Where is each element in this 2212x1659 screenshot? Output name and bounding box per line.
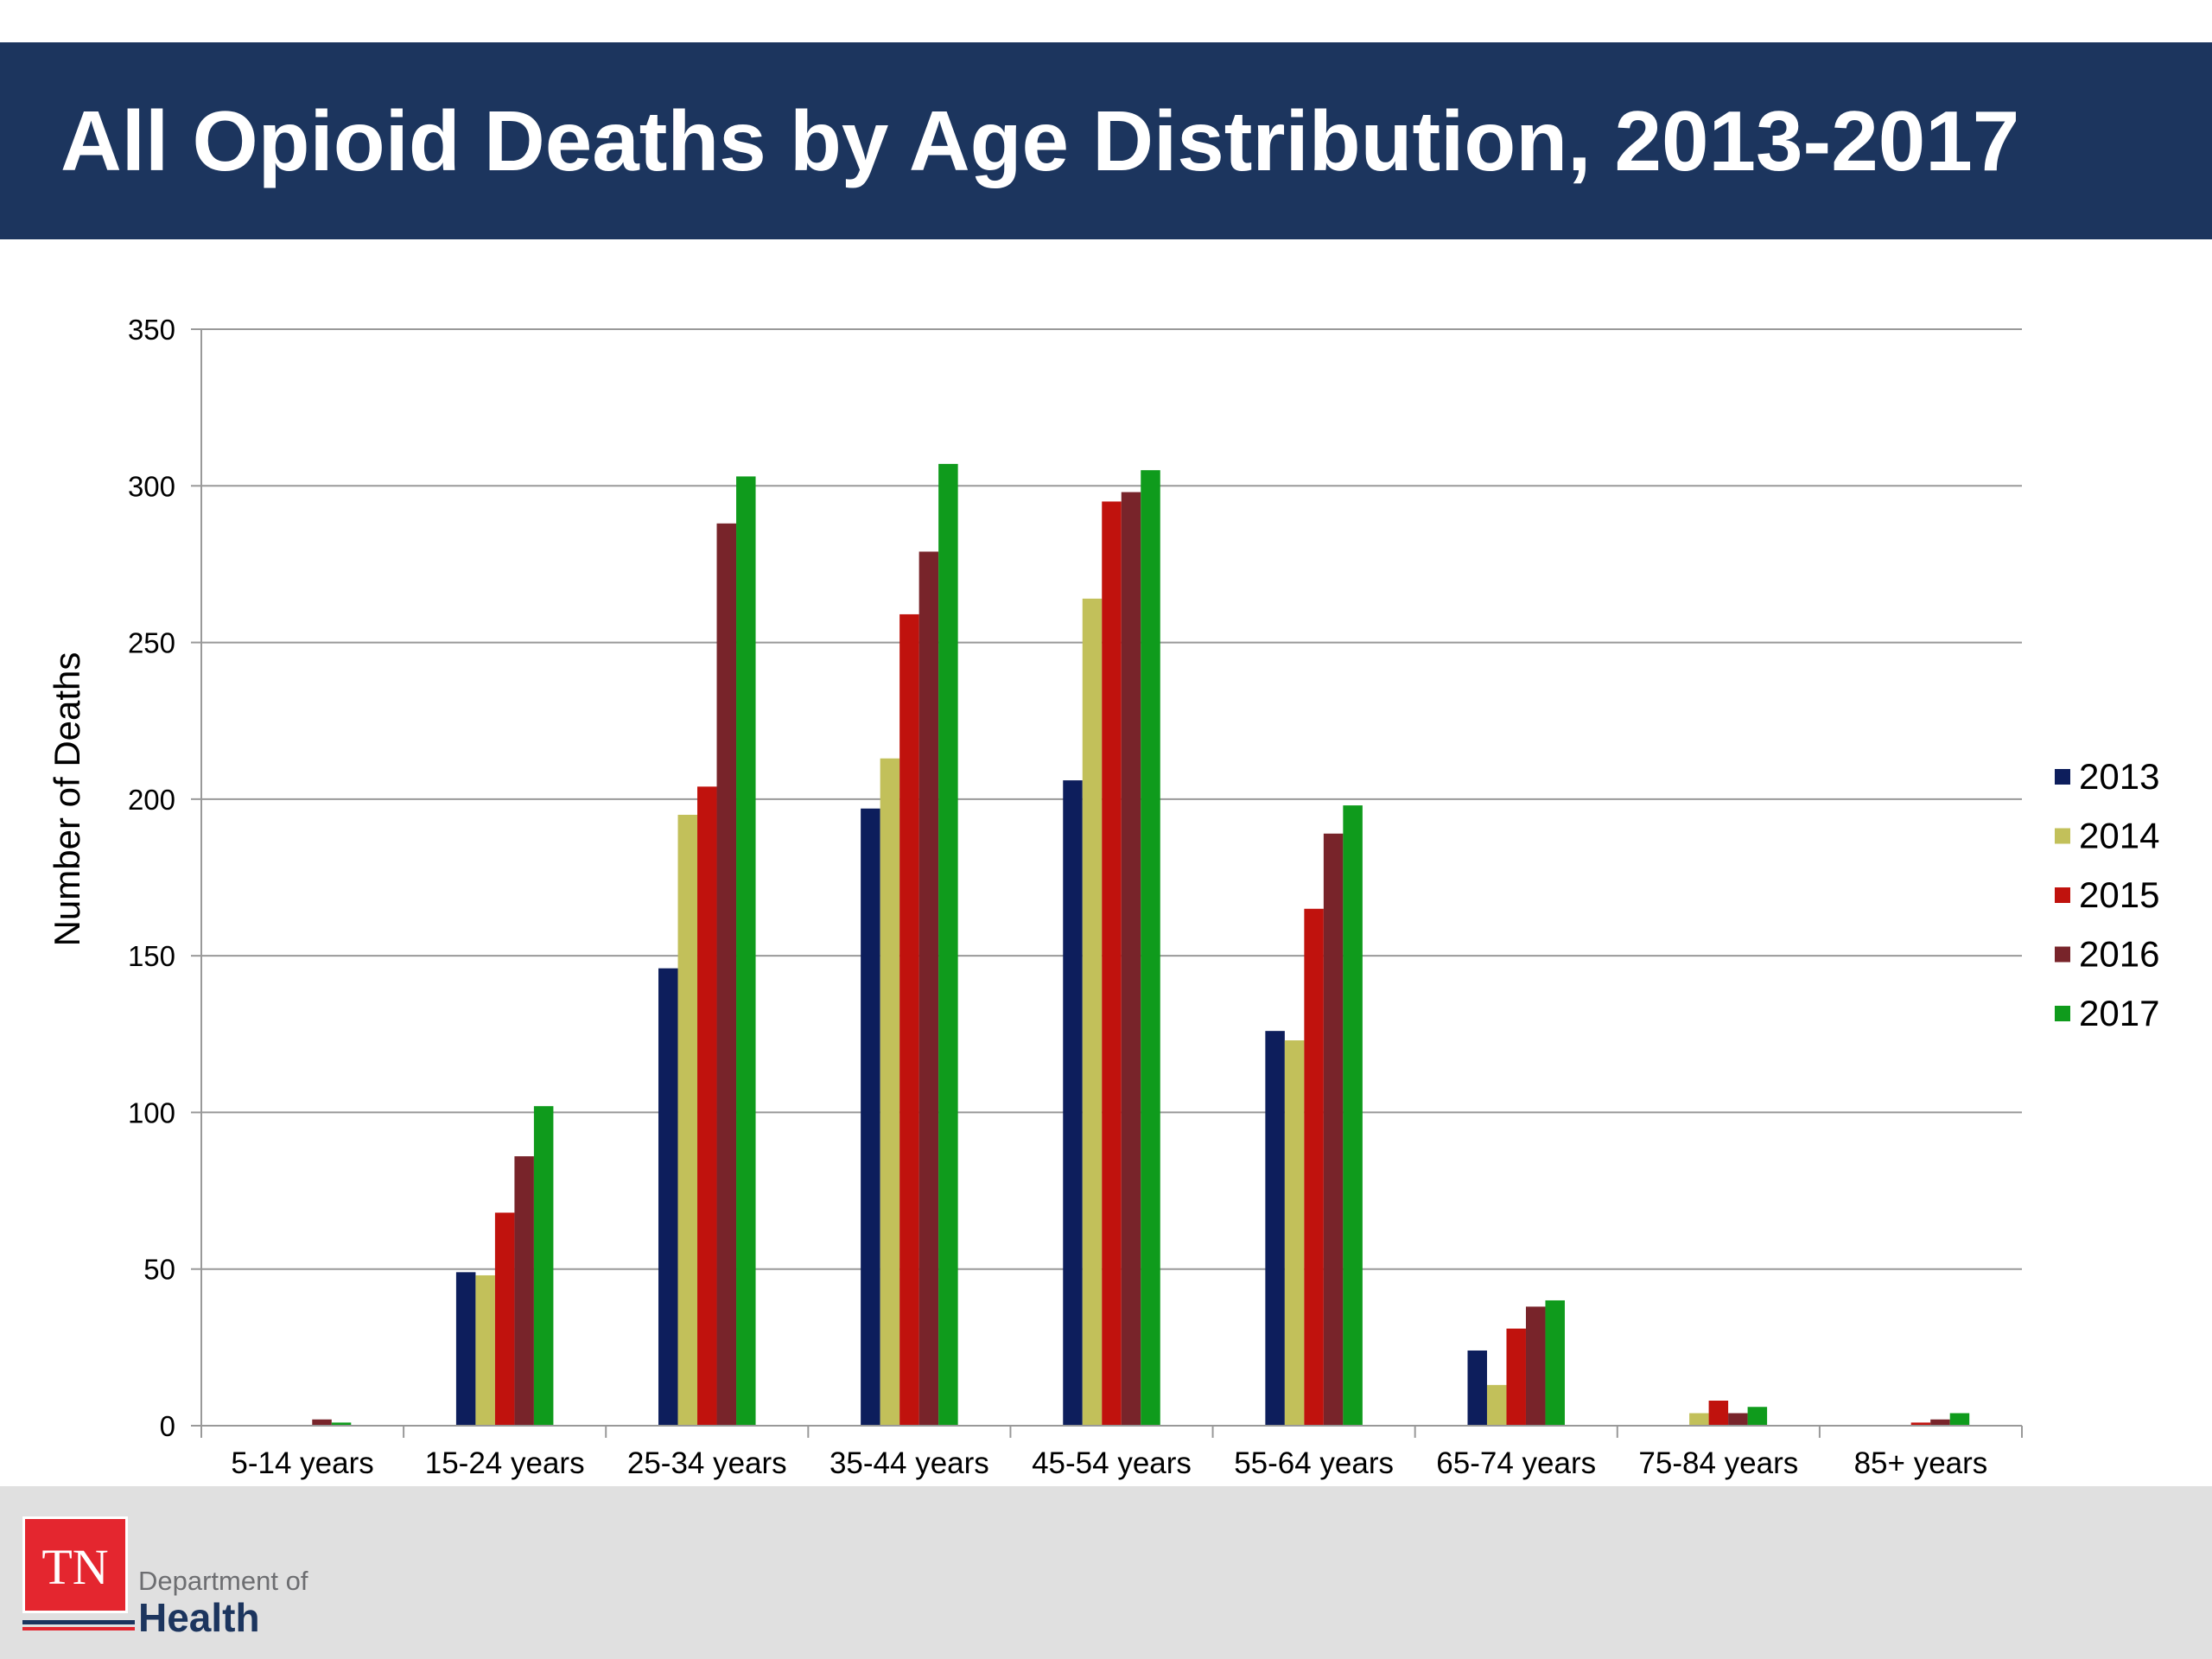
bar-chart: 0 50 100 150 200 250 300 350 5-14 years 15-24 yea…	[47, 314, 2159, 1480]
bar-2015-15-24-years	[494, 1212, 515, 1426]
bar-2017-45-54-years	[1141, 470, 1160, 1426]
y-tick-label: 50	[143, 1254, 175, 1286]
bar-2017-55-64-years	[1343, 805, 1363, 1426]
bar-2016-25-34-years	[716, 523, 737, 1426]
bar-2014-65-74-years	[1486, 1384, 1507, 1426]
bar-2014-55-64-years	[1284, 1040, 1305, 1426]
legend-label: 2015	[2079, 874, 2159, 915]
y-tick-label: 350	[128, 314, 175, 346]
x-tick-label: 15-24 years	[425, 1446, 585, 1480]
x-tick-label: 45-54 years	[1032, 1446, 1192, 1480]
bar-2013-45-54-years	[1063, 780, 1083, 1426]
bar-2013-65-74-years	[1467, 1350, 1487, 1426]
x-tick-label: 65-74 years	[1436, 1446, 1596, 1480]
bar-2016-15-24-years	[514, 1156, 534, 1426]
bar-2014-45-54-years	[1082, 598, 1103, 1426]
title-banner: All Opioid Deaths by Age Distribution, 2…	[0, 42, 2212, 239]
y-axis-label: Number of Deaths	[47, 652, 87, 947]
bar-2015-35-44-years	[899, 613, 919, 1426]
legend-swatch	[2055, 887, 2070, 903]
y-tick-label: 200	[128, 784, 175, 816]
x-tick-label: 55-64 years	[1234, 1446, 1394, 1480]
bar-2016-75-84-years	[1728, 1413, 1748, 1426]
y-tick-label: 150	[128, 940, 175, 972]
bar-2017-85-years	[1949, 1413, 1970, 1426]
bar-2015-55-64-years	[1304, 908, 1324, 1426]
legend-label: 2016	[2079, 934, 2159, 975]
bar-2016-85-years	[1930, 1419, 1950, 1426]
bar-2015-85-years	[1910, 1422, 1931, 1426]
axes: 0 50 100 150 200 250 300 350 5-14 years 15-24 yea…	[128, 314, 2023, 1480]
bar-2014-25-34-years	[677, 814, 698, 1426]
bar-2014-35-44-years	[880, 758, 900, 1426]
bar-2016-55-64-years	[1323, 833, 1344, 1426]
footer-band: TN Department of Health	[0, 1486, 2212, 1659]
bar-2014-15-24-years	[475, 1274, 495, 1426]
y-tick-label: 0	[160, 1410, 175, 1442]
bar-2015-65-74-years	[1506, 1328, 1526, 1426]
y-tick-label: 250	[128, 627, 175, 659]
tn-logo: TN	[22, 1516, 128, 1613]
x-tick-label: 75-84 years	[1638, 1446, 1798, 1480]
bar-2015-75-84-years	[1708, 1400, 1729, 1426]
tn-logo-text: TN	[41, 1539, 109, 1595]
legend-swatch	[2055, 946, 2070, 963]
bar-2013-15-24-years	[455, 1272, 476, 1426]
slide-title: All Opioid Deaths by Age Distribution, 2…	[60, 93, 2020, 188]
logo-rule-red	[22, 1627, 135, 1630]
health-label: Health	[138, 1595, 260, 1640]
bar-2013-35-44-years	[861, 808, 880, 1426]
legend-swatch	[2055, 769, 2070, 785]
legend: 2013 2014 2015 2016 2017	[2055, 756, 2159, 1033]
bar-2017-35-44-years	[938, 463, 958, 1426]
bar-2013-55-64-years	[1265, 1031, 1285, 1426]
legend-swatch	[2055, 828, 2070, 844]
bar-2016-35-44-years	[918, 551, 939, 1426]
legend-swatch	[2055, 1006, 2070, 1021]
legend-label: 2013	[2079, 756, 2159, 797]
bars	[312, 463, 1970, 1427]
bar-2016-5-14-years	[312, 1419, 332, 1426]
y-tick-label: 100	[128, 1096, 175, 1128]
bar-2017-65-74-years	[1545, 1300, 1565, 1426]
bar-2015-25-34-years	[697, 786, 717, 1426]
x-tick-label: 85+ years	[1854, 1446, 1988, 1480]
bar-2017-25-34-years	[736, 476, 756, 1426]
bar-2017-5-14-years	[331, 1422, 352, 1426]
bar-2015-45-54-years	[1102, 501, 1122, 1426]
bar-2017-15-24-years	[533, 1106, 554, 1426]
x-tick-label: 35-44 years	[830, 1446, 989, 1480]
x-tick-label: 25-34 years	[627, 1446, 787, 1480]
bar-2016-45-54-years	[1121, 492, 1141, 1427]
x-tick-label: 5-14 years	[231, 1446, 373, 1480]
legend-label: 2017	[2079, 993, 2159, 1033]
bar-2016-65-74-years	[1525, 1306, 1546, 1426]
bar-2014-75-84-years	[1689, 1413, 1709, 1426]
department-label: Department of	[138, 1566, 308, 1596]
bar-2013-25-34-years	[658, 968, 678, 1426]
legend-label: 2014	[2079, 816, 2159, 856]
y-tick-label: 300	[128, 470, 175, 502]
bar-2017-75-84-years	[1747, 1407, 1768, 1426]
logo-rule-blue	[22, 1620, 135, 1624]
